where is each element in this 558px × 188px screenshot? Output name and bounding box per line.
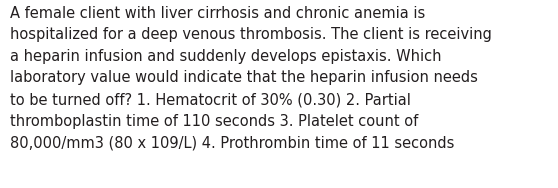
Text: A female client with liver cirrhosis and chronic anemia is
hospitalized for a de: A female client with liver cirrhosis and…: [10, 6, 492, 150]
